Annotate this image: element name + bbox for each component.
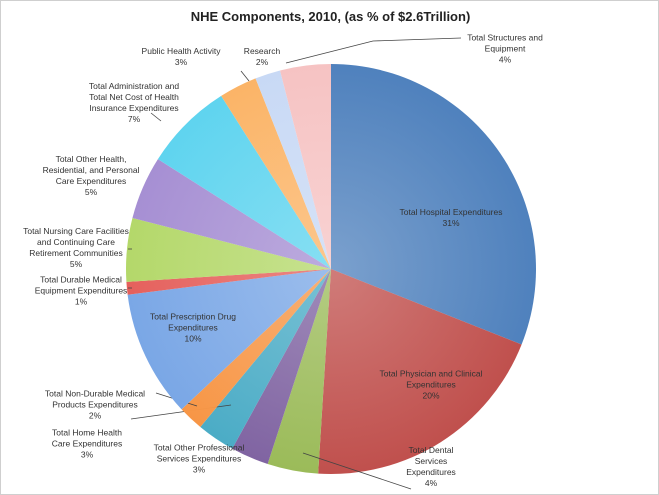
leader-line bbox=[285, 37, 462, 64]
pie-slice-14 bbox=[280, 64, 331, 269]
data-label: Total Administration and Total Net Cost o… bbox=[88, 81, 180, 124]
chart-title: NHE Components, 2010, (as % of $2.6Trill… bbox=[190, 9, 471, 24]
data-label: Total Other Health, Residential, and Pers… bbox=[42, 154, 140, 197]
data-label: Research 2% bbox=[243, 46, 281, 67]
pie-slice-10 bbox=[132, 159, 331, 269]
data-label-value: 7% bbox=[127, 114, 141, 124]
data-label-value: 31% bbox=[442, 218, 460, 228]
pie-slice-7 bbox=[127, 269, 331, 410]
data-label: Total Non-Durable Medical Products Expend… bbox=[44, 388, 146, 421]
pie-slice-4 bbox=[232, 269, 331, 464]
pie-slice-2 bbox=[318, 269, 522, 475]
data-label-value: 2% bbox=[88, 410, 102, 421]
data-label: Total Structures and Equipment 4% bbox=[467, 32, 543, 65]
leader-line bbox=[240, 70, 250, 82]
data-label-value: 2% bbox=[255, 57, 269, 67]
pie-slice-6 bbox=[181, 269, 331, 427]
data-label: Total Nursing Care Facilities and Continu… bbox=[23, 226, 129, 269]
leader-line bbox=[150, 112, 162, 122]
data-label-value: 10% bbox=[184, 333, 202, 344]
pie-slice-13 bbox=[255, 70, 331, 269]
data-label: Total Home Health Care Expenditures 3% bbox=[51, 427, 123, 460]
data-label-value: 20% bbox=[422, 390, 440, 401]
data-label-value: 1% bbox=[74, 296, 88, 307]
pie-slice-8 bbox=[126, 269, 332, 295]
data-label-value: 3% bbox=[174, 57, 188, 67]
data-label: Total Prescription Drug Expenditures 10% bbox=[150, 311, 236, 344]
data-label: Total Durable Medical Equipment Expenditu… bbox=[34, 274, 128, 307]
data-label: Total Dental Services Expenditures 4% bbox=[406, 445, 456, 488]
pie-slice-3 bbox=[267, 269, 331, 474]
data-label-value: 3% bbox=[80, 449, 94, 460]
pie-slice-5 bbox=[200, 269, 331, 449]
data-label: Public Health Activity 3% bbox=[141, 46, 221, 67]
leader-line bbox=[302, 452, 412, 490]
data-label-value: 4% bbox=[498, 54, 512, 65]
pie-slice-1 bbox=[331, 64, 536, 345]
data-label: Total Other Professional Services Expendi… bbox=[153, 442, 245, 475]
data-label-value: 5% bbox=[69, 259, 83, 269]
pie-slice-9 bbox=[125, 218, 331, 282]
data-label: Total Physician and Clinical Expenditures… bbox=[379, 368, 483, 401]
data-label-value: 4% bbox=[424, 478, 438, 488]
data-label-value: 3% bbox=[192, 464, 206, 475]
data-label-value: 5% bbox=[84, 187, 98, 197]
pie-slice-11 bbox=[157, 95, 331, 269]
data-label: Total Hospital Expenditures 31% bbox=[399, 207, 503, 228]
pie-slice-12 bbox=[221, 78, 331, 270]
